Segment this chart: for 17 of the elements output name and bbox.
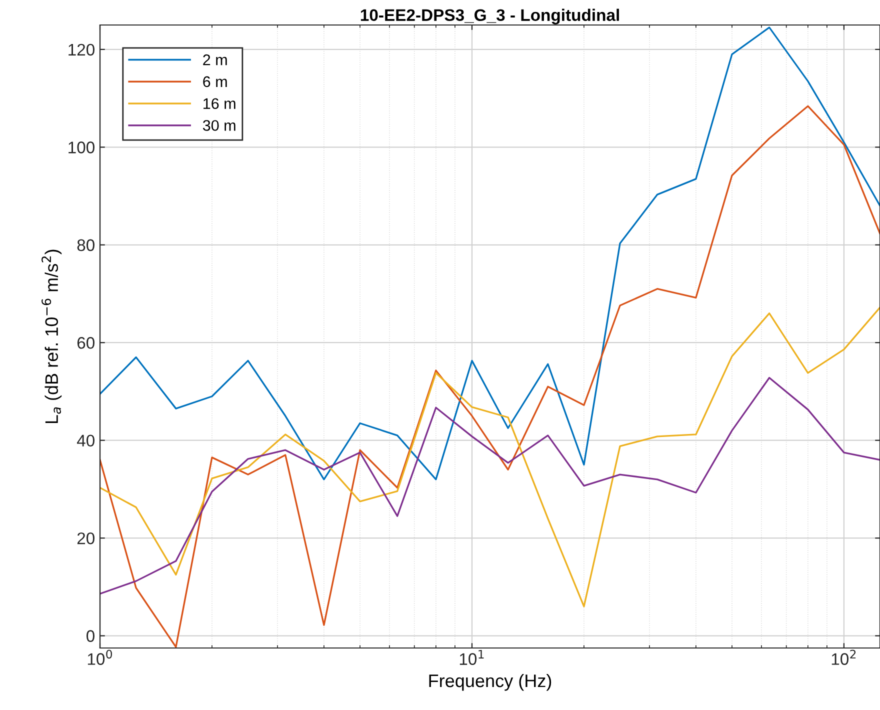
legend-label: 30 m [202,120,236,131]
chart-title: 10-EE2-DPS3_G_3 - Longitudinal [360,8,619,24]
y-tick-label: 100 [68,142,94,154]
y-tick-label: 0 [86,630,94,642]
legend-label: 2 m [203,54,227,66]
legend-label: 16 m [204,98,236,110]
legend-label: 6 m [203,76,227,88]
y-tick-label: 40 [76,434,94,447]
y-tick-label: 80 [77,239,94,252]
y-tick-label: 60 [77,337,94,349]
y-axis-title: L$_{a}$ (dB ref. 10$^{−6}$ m/s$^{2}$) [42,250,62,424]
x-tick-label: 10$^{2}$ [832,650,856,665]
x-tick-label: 10$^{1}$ [460,650,484,665]
y-tick-label: 120 [68,44,94,56]
y-tick-label: 20 [77,532,94,544]
x-tick-label: 10$^{0}$ [88,650,112,665]
x-axis-title: Frequency (Hz) [429,674,552,691]
